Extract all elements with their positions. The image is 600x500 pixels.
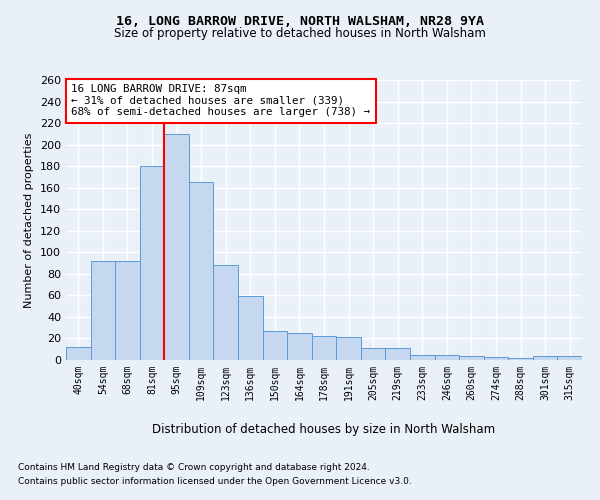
Bar (557, 356, 582, 360)
Text: Contains HM Land Registry data © Crown copyright and database right 2024.: Contains HM Land Registry data © Crown c… (18, 462, 370, 471)
Text: 16, LONG BARROW DRIVE, NORTH WALSHAM, NR28 9YA: 16, LONG BARROW DRIVE, NORTH WALSHAM, NR… (116, 15, 484, 28)
Bar (336, 338, 361, 360)
Bar (385, 348, 410, 360)
Bar (214, 265, 238, 360)
Text: Contains public sector information licensed under the Open Government Licence v3: Contains public sector information licen… (18, 478, 412, 486)
Y-axis label: Number of detached properties: Number of detached properties (25, 132, 34, 308)
Bar (238, 296, 263, 360)
Bar (361, 348, 385, 360)
Bar (140, 166, 164, 360)
Bar (312, 336, 336, 360)
Bar (459, 356, 484, 360)
Bar (508, 358, 533, 360)
Text: Distribution of detached houses by size in North Walsham: Distribution of detached houses by size … (152, 422, 496, 436)
Bar (164, 134, 189, 360)
Text: Size of property relative to detached houses in North Walsham: Size of property relative to detached ho… (114, 28, 486, 40)
Bar (410, 354, 434, 360)
Bar (287, 333, 312, 360)
Bar (66, 347, 91, 360)
Text: 16 LONG BARROW DRIVE: 87sqm
← 31% of detached houses are smaller (339)
68% of se: 16 LONG BARROW DRIVE: 87sqm ← 31% of det… (71, 84, 370, 117)
Bar (533, 356, 557, 360)
Bar (189, 182, 214, 360)
Bar (91, 261, 115, 360)
Bar (263, 331, 287, 360)
Bar (434, 354, 459, 360)
Bar (115, 261, 140, 360)
Bar (484, 357, 508, 360)
